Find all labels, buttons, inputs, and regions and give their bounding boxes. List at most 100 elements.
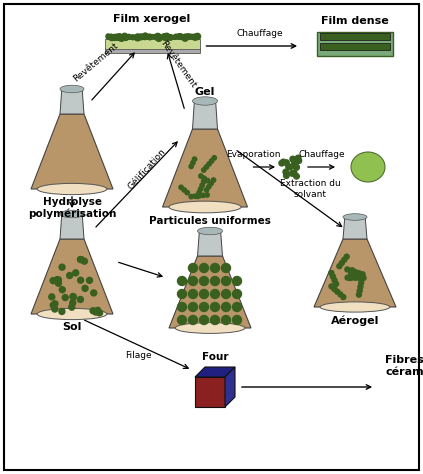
Polygon shape	[198, 231, 222, 256]
Ellipse shape	[343, 214, 367, 220]
Circle shape	[189, 276, 198, 285]
Circle shape	[201, 180, 206, 184]
Circle shape	[91, 290, 97, 296]
Circle shape	[50, 278, 56, 283]
Circle shape	[191, 161, 195, 165]
Circle shape	[207, 184, 211, 189]
Circle shape	[294, 173, 299, 179]
Circle shape	[174, 34, 179, 39]
Circle shape	[352, 269, 357, 274]
Circle shape	[116, 34, 123, 40]
Circle shape	[184, 34, 190, 39]
Circle shape	[361, 275, 366, 281]
Circle shape	[291, 170, 297, 176]
Circle shape	[337, 264, 342, 269]
Circle shape	[67, 273, 73, 279]
Circle shape	[200, 302, 209, 311]
Polygon shape	[162, 129, 247, 207]
Ellipse shape	[192, 97, 217, 105]
Circle shape	[109, 35, 115, 41]
Circle shape	[211, 290, 220, 299]
Circle shape	[163, 33, 170, 40]
Circle shape	[147, 35, 153, 40]
Circle shape	[294, 157, 299, 163]
Polygon shape	[314, 239, 396, 307]
Circle shape	[156, 35, 162, 41]
Circle shape	[52, 301, 58, 307]
Circle shape	[182, 34, 188, 41]
Circle shape	[339, 261, 344, 265]
Circle shape	[341, 294, 346, 300]
Circle shape	[147, 34, 152, 39]
Ellipse shape	[175, 323, 245, 333]
Circle shape	[73, 270, 79, 276]
Circle shape	[70, 293, 76, 300]
Circle shape	[189, 264, 198, 273]
Circle shape	[82, 285, 88, 292]
Circle shape	[182, 35, 188, 41]
Polygon shape	[195, 367, 235, 377]
Ellipse shape	[320, 302, 390, 312]
Circle shape	[62, 294, 68, 301]
Circle shape	[197, 191, 201, 195]
Circle shape	[138, 34, 144, 39]
Circle shape	[233, 316, 242, 325]
Ellipse shape	[37, 309, 107, 319]
Circle shape	[190, 35, 194, 39]
Circle shape	[59, 287, 65, 293]
Circle shape	[283, 173, 289, 178]
Circle shape	[200, 264, 209, 273]
Circle shape	[142, 34, 148, 40]
Circle shape	[142, 33, 148, 39]
Circle shape	[112, 35, 118, 40]
Circle shape	[284, 160, 289, 165]
Circle shape	[54, 277, 60, 283]
Circle shape	[131, 35, 135, 39]
Circle shape	[126, 34, 131, 39]
Circle shape	[178, 316, 187, 325]
Circle shape	[330, 274, 335, 279]
Circle shape	[233, 302, 242, 311]
Circle shape	[360, 272, 365, 277]
Circle shape	[189, 164, 193, 169]
Circle shape	[199, 174, 203, 178]
Circle shape	[233, 276, 242, 285]
Circle shape	[59, 264, 65, 270]
Circle shape	[222, 316, 231, 325]
Circle shape	[332, 278, 337, 283]
Circle shape	[162, 34, 169, 41]
Circle shape	[350, 268, 355, 273]
Circle shape	[127, 35, 132, 39]
FancyBboxPatch shape	[4, 4, 419, 470]
Circle shape	[78, 257, 85, 263]
Circle shape	[222, 302, 231, 311]
Polygon shape	[225, 367, 235, 407]
Polygon shape	[169, 256, 251, 328]
Circle shape	[200, 276, 209, 285]
Circle shape	[345, 275, 350, 280]
Text: Revêtement: Revêtement	[158, 39, 198, 89]
Circle shape	[135, 34, 141, 41]
Circle shape	[287, 164, 293, 170]
Circle shape	[205, 178, 210, 183]
Circle shape	[211, 276, 220, 285]
Circle shape	[289, 171, 295, 176]
Circle shape	[286, 164, 291, 169]
Circle shape	[200, 290, 209, 299]
Circle shape	[123, 35, 129, 40]
Circle shape	[353, 275, 358, 280]
Text: Chauffage: Chauffage	[299, 150, 345, 159]
Circle shape	[192, 34, 198, 40]
Circle shape	[189, 290, 198, 299]
Circle shape	[81, 258, 88, 264]
Circle shape	[296, 158, 302, 164]
Circle shape	[334, 282, 338, 286]
Circle shape	[168, 35, 173, 40]
Circle shape	[356, 271, 361, 275]
Circle shape	[359, 281, 364, 285]
Text: Chauffage: Chauffage	[237, 29, 283, 38]
Circle shape	[195, 194, 200, 199]
Circle shape	[95, 307, 101, 313]
Ellipse shape	[351, 152, 385, 182]
Circle shape	[335, 289, 340, 294]
